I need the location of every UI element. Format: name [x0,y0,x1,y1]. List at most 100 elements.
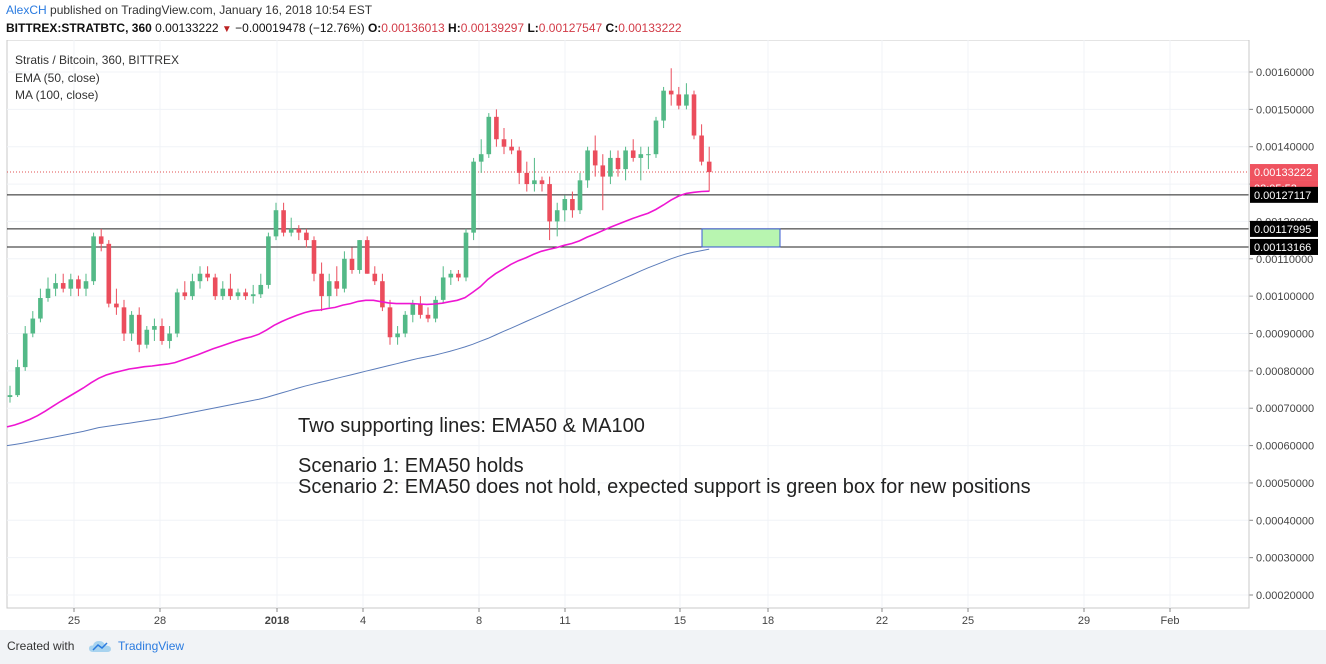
y-tick-label: 0.00070000 [1256,403,1314,415]
candle-body [98,236,104,244]
y-tick-label: 0.00160000 [1256,67,1314,79]
candle-body [30,318,36,334]
close-value: 0.00133222 [618,21,682,35]
candle-body [562,199,568,211]
candle-body [456,273,461,278]
candle-body [258,284,264,295]
candle-body [167,333,172,341]
candle-body [349,258,355,270]
x-tick-label: 11 [559,615,570,627]
low-value: 0.00127547 [538,21,603,35]
price-tags: 0.0013322202:05:530.001271170.001179950.… [1250,164,1318,255]
candle-body [661,90,666,121]
candle-body [448,273,454,278]
candle-body [425,314,431,319]
candle-body [152,326,157,330]
last-value: 0.00133222 [155,21,219,35]
high-value: 0.00139297 [460,21,525,35]
time-axis[interactable]: 25 28 2018 4 8 11 15 18 22 25 29 Feb [68,608,1180,627]
candle-body [136,314,142,345]
y-tick-label: 0.00100000 [1256,291,1314,303]
legend-title: Stratis / Bitcoin, 360, BITTREX [15,53,180,67]
x-tick-label: Feb [1161,615,1180,627]
published-text: published on TradingView.com, January 16… [50,3,373,17]
line1-price-tag: 0.00127117 [1254,190,1311,202]
candle-body [296,228,302,233]
candle-body [509,146,514,151]
plot-area [6,39,1250,609]
annotation-line-1: Two supporting lines: EMA50 & MA100 [298,415,645,437]
change-value: −0.00019478 (−12.76%) [235,21,365,35]
close-label: C: [605,21,619,35]
ma100-line [6,248,710,447]
x-tick-label: 25 [962,615,974,627]
candle-body [524,172,530,185]
candle-body [273,210,279,237]
candle-body [121,307,127,334]
last-price-tag-bg [1250,164,1318,181]
x-tick-label: 25 [68,615,80,627]
legend-ema[interactable]: EMA (50, close) [15,71,100,85]
ohlc-bar: BITTREX:STRATBTC, 360 0.00133222 ▼ −0.00… [6,21,682,35]
candle-body [22,333,28,368]
candle-body [38,298,43,319]
candle-body [281,210,286,233]
candle-body [395,333,400,338]
ema50-line [6,190,710,428]
candle-body [83,281,89,289]
candle-body [76,279,81,289]
line1-price-tag-bg [1250,186,1318,203]
candle-body [342,258,347,289]
y-tick-label: 0.00050000 [1256,478,1314,490]
author-link[interactable]: AlexCH [6,3,47,17]
footer: Created with TradingView [0,630,1326,664]
candle-body [592,150,598,166]
candle-body [159,326,165,341]
candle-body [250,294,256,297]
down-triangle-icon: ▼ [221,24,232,35]
candle-body [364,240,370,274]
y-tick-label: 0.00090000 [1256,329,1314,341]
candle-body [311,240,317,274]
candle-body [372,273,378,282]
candle-body [288,228,294,233]
candle-body [45,288,51,299]
created-with-label: Created with [7,639,75,653]
candle-body [402,314,408,334]
candle-body [174,292,180,334]
candle-body [319,273,324,297]
candle-body [706,161,712,173]
candle-body [197,273,203,282]
candle-body [630,150,636,158]
candle-body [653,120,659,155]
x-tick-label: 4 [360,615,366,627]
candle-body [418,303,423,315]
candle-body [608,157,613,177]
candle-body [615,157,621,170]
candle-body [106,243,112,304]
candle-body [646,154,651,156]
tradingview-link[interactable]: TradingView [118,639,185,653]
price-axis[interactable]: 0.001600000.001500000.001400000.00130000… [1248,40,1314,608]
candle-body [600,165,606,177]
chart-frame[interactable]: 0.001600000.001500000.001400000.00130000… [0,39,1326,635]
y-tick-label: 0.00150000 [1256,104,1314,116]
candle-body [501,139,507,147]
candle-body [7,395,13,398]
support-box[interactable] [701,228,781,248]
x-tick-label: 8 [476,615,482,627]
candle-body [15,367,20,396]
price-chart[interactable]: 0.001600000.001500000.001400000.00130000… [0,39,1326,630]
candle-body [494,116,499,140]
open-value: 0.00136013 [381,21,445,35]
candle-body [334,281,340,289]
y-tick-label: 0.00020000 [1256,590,1314,602]
candle-body [691,94,697,136]
candle-body [212,277,218,297]
legend-ma[interactable]: MA (100, close) [15,88,99,102]
candles [7,68,712,403]
candle-body [668,90,674,95]
candle-body [220,288,226,297]
candle-body [623,150,628,170]
candle-body [570,199,575,211]
